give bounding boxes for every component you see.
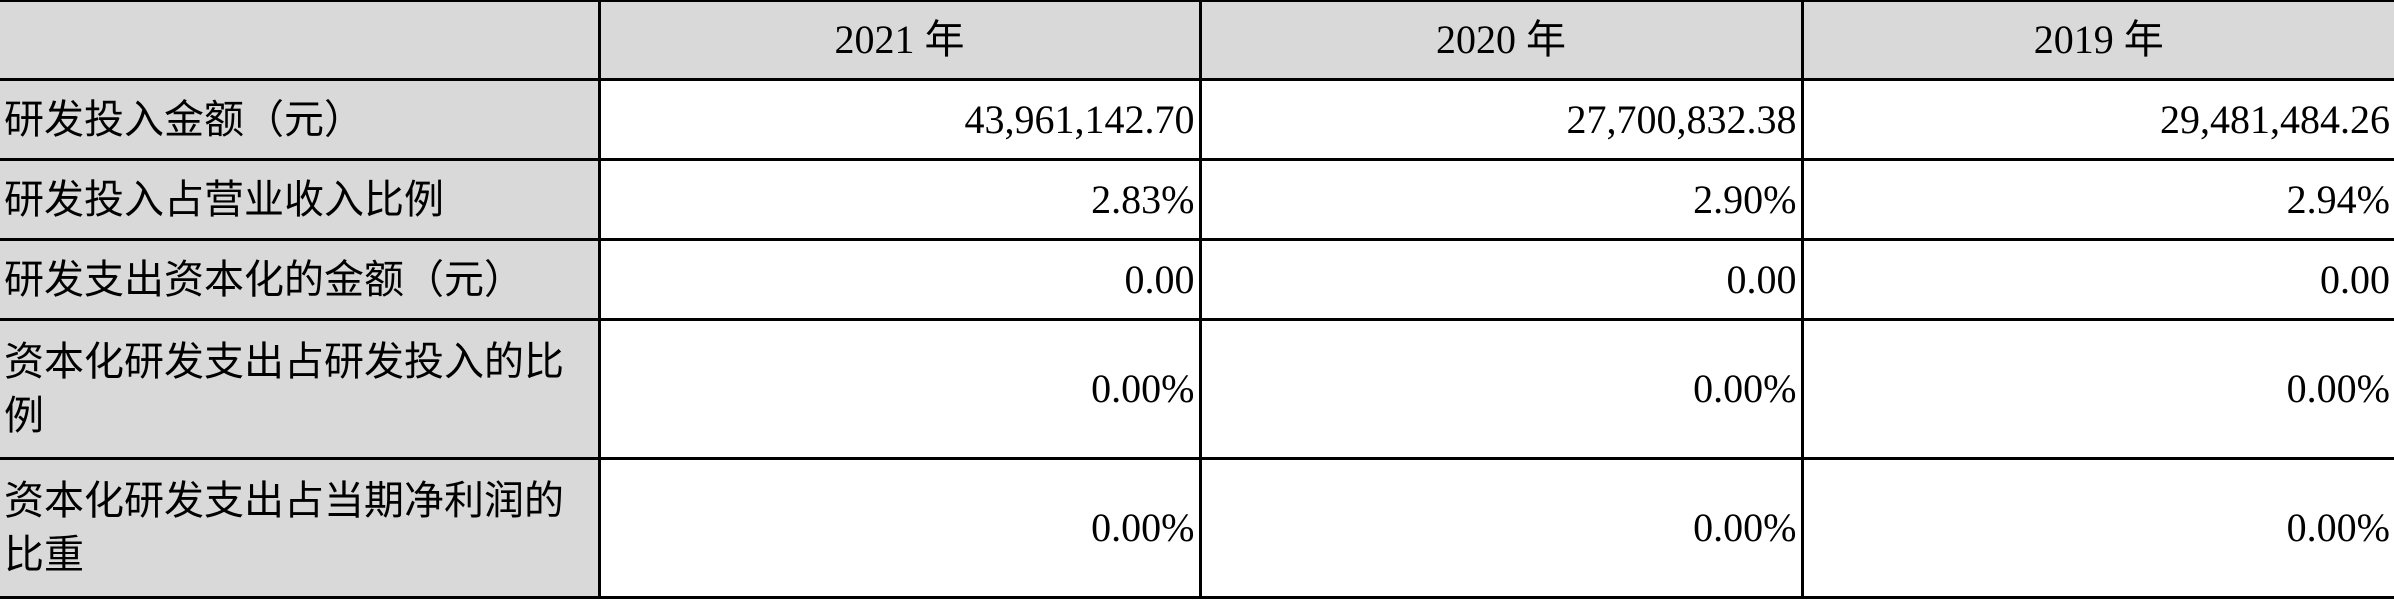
- cell: 0.00%: [1198, 318, 1804, 460]
- cell: 0.00%: [1198, 457, 1804, 599]
- table-row: 研发支出资本化的金额（元） 0.00 0.00 0.00: [0, 238, 2394, 321]
- table-row: 资本化研发支出占研发投入的比例 0.00% 0.00% 0.00%: [0, 318, 2394, 460]
- cell: 0.00%: [597, 318, 1202, 460]
- cell: 0.00%: [1800, 318, 2394, 460]
- row-label: 研发投入占营业收入比例: [0, 158, 601, 241]
- table-row: 资本化研发支出占当期净利润的比重 0.00% 0.00% 0.00%: [0, 457, 2394, 599]
- table-row: 研发投入占营业收入比例 2.83% 2.90% 2.94%: [0, 158, 2394, 241]
- cell: 2.94%: [1800, 158, 2394, 241]
- cell: 43,961,142.70: [597, 78, 1202, 161]
- header-cell: 2020 年: [1198, 0, 1804, 81]
- row-label: 资本化研发支出占当期净利润的比重: [0, 457, 601, 599]
- cell: 2.83%: [597, 158, 1202, 241]
- header-cell: 2021 年: [597, 0, 1202, 81]
- cell: 29,481,484.26: [1800, 78, 2394, 161]
- cell: 0.00%: [597, 457, 1202, 599]
- header-cell: 2019 年: [1800, 0, 2394, 81]
- cell: 0.00%: [1800, 457, 2394, 599]
- cell: 0.00: [597, 238, 1202, 321]
- table-row: 研发投入金额（元） 43,961,142.70 27,700,832.38 29…: [0, 78, 2394, 161]
- row-label: 资本化研发支出占研发投入的比例: [0, 318, 601, 460]
- cell: 0.00: [1198, 238, 1804, 321]
- header-row: 2021 年 2020 年 2019 年: [0, 0, 2394, 81]
- header-cell: [0, 0, 601, 81]
- cell: 27,700,832.38: [1198, 78, 1804, 161]
- cell: 2.90%: [1198, 158, 1804, 241]
- row-label: 研发支出资本化的金额（元）: [0, 238, 601, 321]
- row-label: 研发投入金额（元）: [0, 78, 601, 161]
- cell: 0.00: [1800, 238, 2394, 321]
